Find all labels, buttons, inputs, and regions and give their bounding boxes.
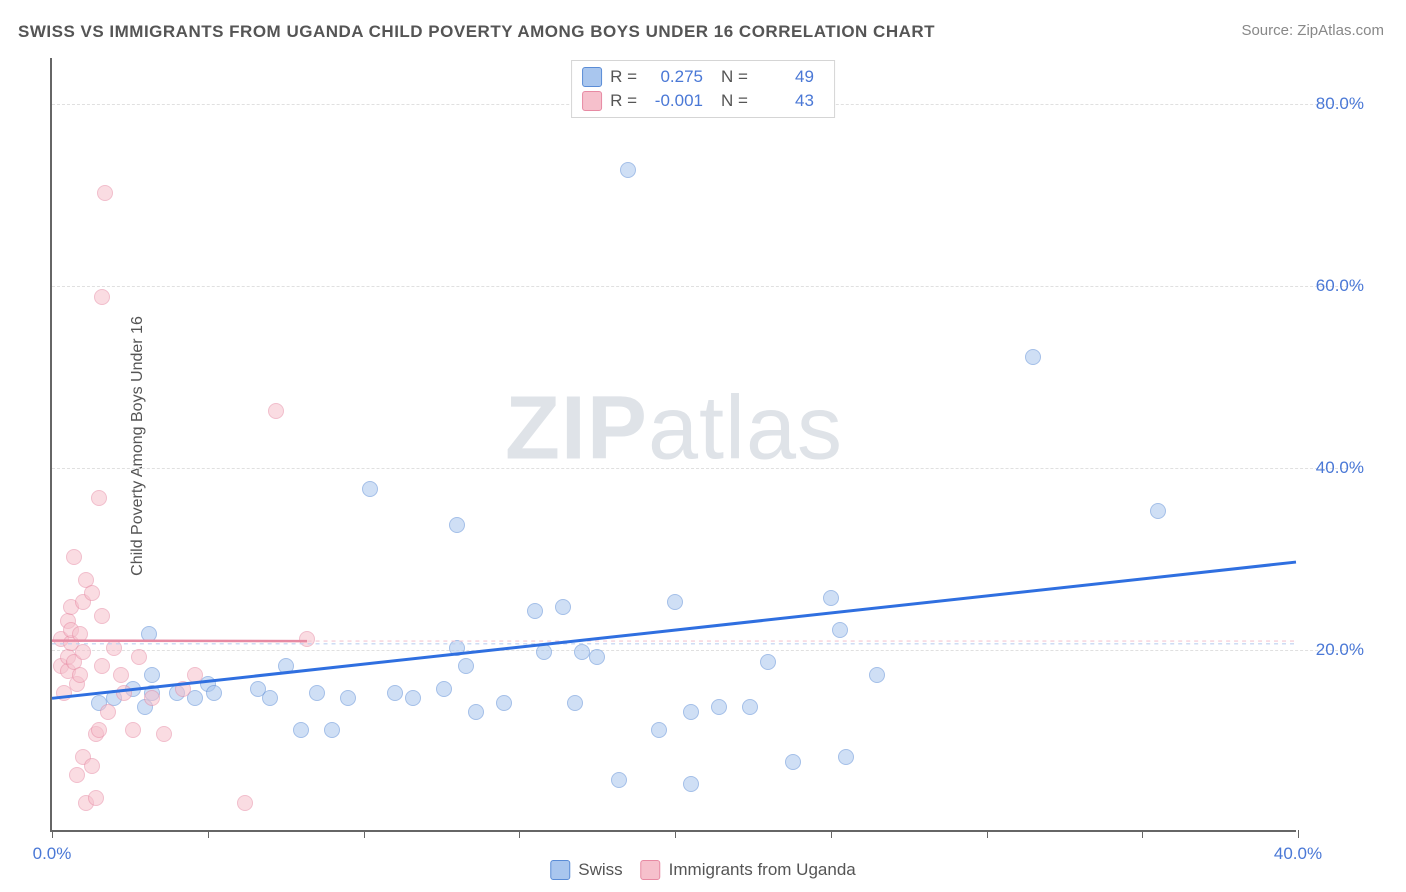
x-tick-label: 40.0% <box>1274 844 1322 864</box>
x-tick-mark <box>675 830 676 838</box>
swatch-uganda <box>582 91 602 111</box>
legend-label-swiss: Swiss <box>578 860 622 880</box>
x-tick-mark <box>1142 830 1143 838</box>
x-tick-mark <box>208 830 209 838</box>
y-tick-label: 80.0% <box>1316 94 1364 114</box>
r-label: R = <box>610 67 637 87</box>
series-legend: Swiss Immigrants from Uganda <box>550 860 855 880</box>
swatch-uganda <box>641 860 661 880</box>
x-tick-mark <box>52 830 53 838</box>
stats-row-uganda: R = -0.001 N = 43 <box>582 89 824 113</box>
trend-line <box>52 562 1296 698</box>
plot-area: ZIPatlas 20.0%40.0%60.0%80.0%0.0%40.0% <box>50 58 1296 832</box>
y-tick-label: 60.0% <box>1316 276 1364 296</box>
x-tick-mark <box>1298 830 1299 838</box>
legend-item-swiss: Swiss <box>550 860 622 880</box>
chart-title: SWISS VS IMMIGRANTS FROM UGANDA CHILD PO… <box>18 22 935 42</box>
x-tick-mark <box>987 830 988 838</box>
n-label: N = <box>721 91 748 111</box>
source-attribution: Source: ZipAtlas.com <box>1241 22 1384 39</box>
x-tick-mark <box>831 830 832 838</box>
y-tick-label: 40.0% <box>1316 458 1364 478</box>
x-tick-label: 0.0% <box>33 844 72 864</box>
correlation-stats-legend: R = 0.275 N = 49 R = -0.001 N = 43 <box>571 60 835 118</box>
swatch-swiss <box>582 67 602 87</box>
r-label: R = <box>610 91 637 111</box>
n-value-swiss: 49 <box>760 67 814 87</box>
x-tick-mark <box>364 830 365 838</box>
n-label: N = <box>721 67 748 87</box>
x-tick-mark <box>519 830 520 838</box>
swatch-swiss <box>550 860 570 880</box>
r-value-uganda: -0.001 <box>649 91 703 111</box>
n-value-uganda: 43 <box>760 91 814 111</box>
stats-row-swiss: R = 0.275 N = 49 <box>582 65 824 89</box>
trend-lines-layer <box>52 58 1296 830</box>
legend-item-uganda: Immigrants from Uganda <box>641 860 856 880</box>
legend-label-uganda: Immigrants from Uganda <box>669 860 856 880</box>
y-tick-label: 20.0% <box>1316 640 1364 660</box>
r-value-swiss: 0.275 <box>649 67 703 87</box>
